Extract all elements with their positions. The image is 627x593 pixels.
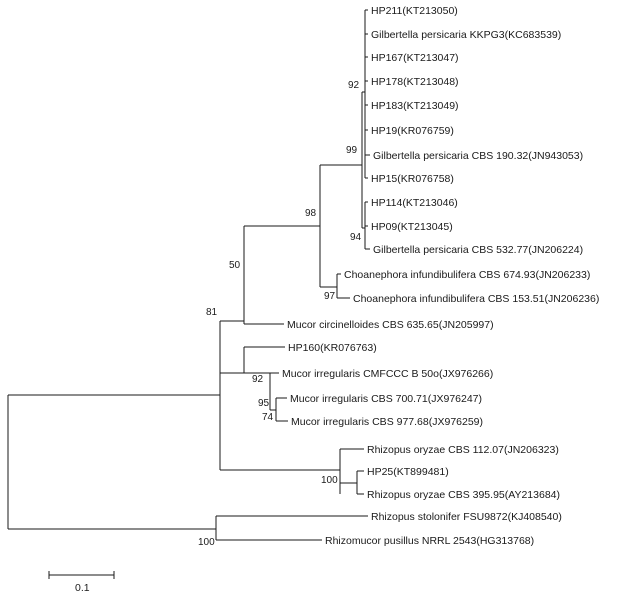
taxon-label: Gilbertella persicaria KKPG3(KC683539) xyxy=(371,29,561,41)
bootstrap-value: 50 xyxy=(229,260,241,271)
taxon-labels: HP211(KT213050) Gilbertella persicaria K… xyxy=(282,5,599,547)
taxon-label: HP19(KR076759) xyxy=(371,125,454,137)
taxon-label: Mucor irregularis CMFCCC B 50o(JX976266) xyxy=(282,368,493,380)
taxon-label: Rhizopus oryzae CBS 395.95(AY213684) xyxy=(367,489,560,501)
taxon-label: Rhizomucor pusillus NRRL 2543(HG313768) xyxy=(325,535,534,547)
taxon-label: HP183(KT213049) xyxy=(371,100,459,112)
taxon-label: HP09(KT213045) xyxy=(371,221,453,233)
taxon-label: HP211(KT213050) xyxy=(371,5,458,17)
taxon-label: HP15(KR076758) xyxy=(371,173,454,185)
bootstrap-value: 95 xyxy=(258,398,270,409)
taxon-label: Gilbertella persicaria CBS 190.32(JN9430… xyxy=(373,150,583,162)
taxon-label: HP160(KR076763) xyxy=(288,342,377,354)
taxon-label: HP167(KT213047) xyxy=(371,52,459,64)
scale-bar-label: 0.1 xyxy=(75,582,90,593)
bootstrap-value: 97 xyxy=(324,291,336,302)
bootstrap-value: 92 xyxy=(252,374,264,385)
taxon-label: HP25(KT899481) xyxy=(367,466,449,478)
bootstrap-value: 100 xyxy=(321,475,338,486)
bootstrap-value: 98 xyxy=(305,208,317,219)
bootstrap-values: 92 99 98 94 50 97 81 92 95 74 100 100 xyxy=(198,80,362,548)
taxon-label: Choanephora infundibulifera CBS 153.51(J… xyxy=(353,293,599,305)
taxon-label: Mucor circinelloides CBS 635.65(JN205997… xyxy=(287,319,494,331)
bootstrap-value: 100 xyxy=(198,537,215,548)
bootstrap-value: 74 xyxy=(262,412,274,423)
bootstrap-value: 99 xyxy=(346,145,358,156)
taxon-label: HP114(KT213046) xyxy=(371,197,458,209)
taxon-label: Gilbertella persicaria CBS 532.77(JN2062… xyxy=(373,244,583,256)
tree-branches xyxy=(7,9,370,579)
taxon-label: Choanephora infundibulifera CBS 674.93(J… xyxy=(344,269,590,281)
taxon-label: Rhizopus oryzae CBS 112.07(JN206323) xyxy=(367,444,559,456)
taxon-label: HP178(KT213048) xyxy=(371,76,459,88)
taxon-label: Mucor irregularis CBS 700.71(JX976247) xyxy=(290,393,482,405)
taxon-label: Rhizopus stolonifer FSU9872(KJ408540) xyxy=(371,511,562,523)
bootstrap-value: 92 xyxy=(348,80,360,91)
taxon-label: Mucor irregularis CBS 977.68(JX976259) xyxy=(291,416,483,428)
bootstrap-value: 81 xyxy=(206,307,218,318)
bootstrap-value: 94 xyxy=(350,232,362,243)
